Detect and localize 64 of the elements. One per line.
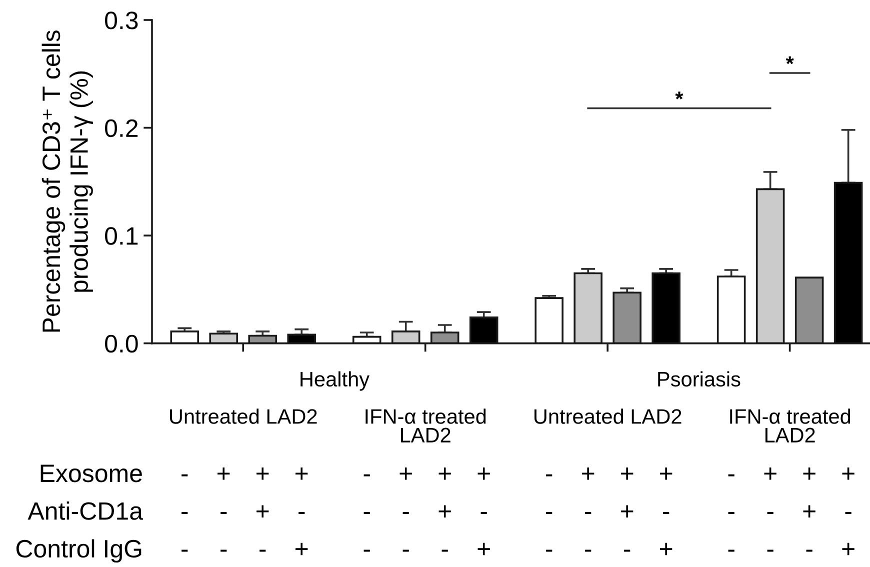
text: - xyxy=(624,550,630,552)
text: + xyxy=(803,505,816,518)
x-tick-label: Untreated LAD2 xyxy=(534,408,682,424)
text: Exosome xyxy=(40,464,142,482)
text: + xyxy=(660,468,672,480)
text: - xyxy=(260,550,266,552)
text: - xyxy=(546,512,552,514)
text: - xyxy=(546,550,552,552)
y-tick-label: 0.1 xyxy=(105,227,138,245)
text: + xyxy=(621,468,634,480)
text: + xyxy=(256,468,269,480)
text: - xyxy=(364,512,370,514)
text: - xyxy=(220,512,227,514)
text: - xyxy=(364,550,370,552)
text: Healthy xyxy=(300,371,370,391)
text: - xyxy=(728,512,734,514)
text: - xyxy=(585,512,592,514)
text: - xyxy=(442,550,448,552)
y-tick-label: 0.0 xyxy=(105,334,138,353)
text: + xyxy=(218,468,230,480)
text: - xyxy=(663,512,670,514)
text: + xyxy=(256,505,269,518)
text: + xyxy=(400,468,412,480)
text: + xyxy=(296,542,308,556)
text: + xyxy=(296,468,308,480)
text: + xyxy=(478,542,490,556)
annotation: * xyxy=(675,92,684,100)
text: Anti-CD1a xyxy=(28,502,143,520)
text: + xyxy=(803,468,816,480)
text: - xyxy=(767,512,774,514)
y-tick-label: 0.3 xyxy=(105,12,138,30)
text: - xyxy=(402,550,409,552)
text: - xyxy=(767,550,774,552)
text: - xyxy=(182,474,188,476)
text: - xyxy=(585,550,592,552)
text: + xyxy=(842,468,854,480)
text: + xyxy=(621,505,634,518)
text: - xyxy=(728,550,734,552)
text: Control IgG xyxy=(16,539,142,563)
text: + xyxy=(582,468,594,480)
text: - xyxy=(298,512,305,514)
text: - xyxy=(480,512,487,514)
text: - xyxy=(182,550,188,552)
x-tick-label: IFN-α treated LAD2 xyxy=(730,408,850,442)
text: - xyxy=(806,550,812,552)
x-tick-label: Untreated LAD2 xyxy=(170,408,317,424)
text: - xyxy=(364,474,370,476)
text: - xyxy=(220,550,227,552)
text: - xyxy=(546,474,552,476)
text: + xyxy=(660,542,672,556)
text: + xyxy=(842,542,854,556)
annotation: * xyxy=(786,56,794,64)
text: - xyxy=(845,512,852,514)
y-axis-title: Percentage of CD3⁺ T cells producing IFN-γ (%) xyxy=(42,30,93,332)
x-tick-label: IFN-α treated LAD2 xyxy=(366,408,486,442)
text: + xyxy=(764,468,776,480)
y-tick-label: 0.2 xyxy=(105,119,138,138)
text: + xyxy=(438,505,451,518)
text: + xyxy=(438,468,451,480)
text: - xyxy=(728,474,734,476)
text: - xyxy=(182,512,188,514)
text: Psoriasis xyxy=(658,371,740,387)
text: - xyxy=(402,512,409,514)
text: + xyxy=(478,468,490,480)
